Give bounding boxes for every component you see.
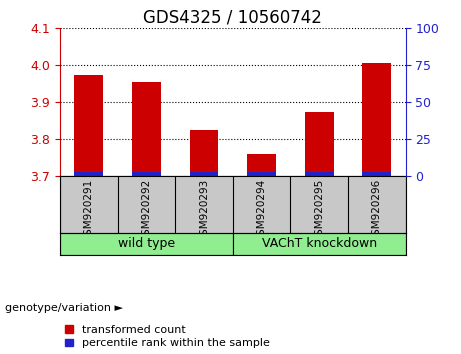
Bar [74, 172, 103, 176]
Bar [132, 82, 161, 176]
Bar [233, 233, 406, 255]
Text: GSM920293: GSM920293 [199, 179, 209, 242]
Bar [74, 75, 103, 176]
Title: GDS4325 / 10560742: GDS4325 / 10560742 [143, 9, 322, 27]
Bar [305, 112, 334, 176]
Text: GSM920294: GSM920294 [257, 179, 266, 242]
Text: GSM920292: GSM920292 [142, 179, 151, 242]
Bar [189, 172, 219, 176]
Legend: transformed count, percentile rank within the sample: transformed count, percentile rank withi… [65, 325, 270, 348]
Bar [362, 63, 391, 176]
Bar [60, 233, 233, 255]
Bar [247, 172, 276, 176]
Text: wild type: wild type [118, 237, 175, 250]
Bar [247, 154, 276, 176]
Text: VAChT knockdown: VAChT knockdown [262, 237, 377, 250]
Text: genotype/variation ►: genotype/variation ► [5, 303, 123, 313]
Text: GSM920291: GSM920291 [84, 179, 94, 242]
Text: GSM920295: GSM920295 [314, 179, 324, 242]
Bar [305, 172, 334, 176]
Text: GSM920296: GSM920296 [372, 179, 382, 242]
Bar [362, 172, 391, 176]
Bar [189, 130, 219, 176]
Bar [132, 172, 161, 176]
